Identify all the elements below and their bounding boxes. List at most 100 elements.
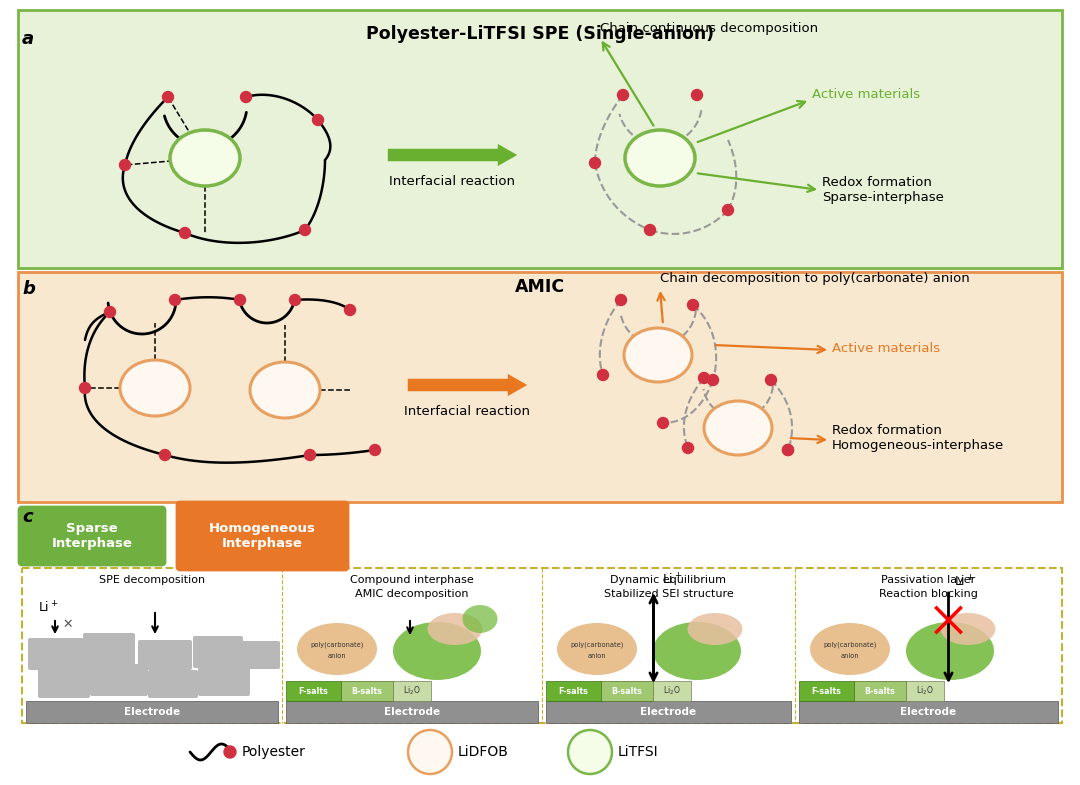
Text: Interfacial reaction: Interfacial reaction: [389, 175, 515, 188]
Text: Chain continuous decomposition: Chain continuous decomposition: [600, 22, 819, 35]
Text: LiDFOB: LiDFOB: [458, 745, 509, 759]
Text: anion: anion: [840, 653, 860, 659]
Text: B-salts: B-salts: [865, 687, 895, 696]
Text: c: c: [22, 508, 32, 526]
FancyBboxPatch shape: [198, 666, 249, 696]
Bar: [286, 681, 341, 701]
Circle shape: [766, 374, 777, 385]
Text: B-salts: B-salts: [611, 687, 643, 696]
Circle shape: [160, 450, 171, 461]
Text: Dynamic equilibrium: Dynamic equilibrium: [610, 575, 727, 585]
Text: Li$^+$: Li$^+$: [954, 575, 974, 590]
Circle shape: [234, 294, 245, 305]
Ellipse shape: [810, 623, 890, 675]
Text: Active materials: Active materials: [812, 89, 920, 101]
Text: Li$^+$: Li$^+$: [38, 601, 58, 615]
Circle shape: [305, 450, 315, 461]
Text: B-salts: B-salts: [352, 687, 382, 696]
Text: poly(carbonate): poly(carbonate): [310, 642, 364, 648]
Circle shape: [645, 225, 656, 236]
FancyBboxPatch shape: [238, 641, 280, 669]
Text: Li$_2$O: Li$_2$O: [916, 685, 934, 697]
Text: Electrode: Electrode: [901, 707, 957, 717]
Ellipse shape: [249, 362, 320, 418]
Text: Passivation layer: Passivation layer: [881, 575, 975, 585]
Text: b: b: [22, 280, 35, 298]
Text: LiTFSI: LiTFSI: [618, 745, 659, 759]
Text: poly(carbonate): poly(carbonate): [823, 642, 877, 648]
Text: poly(carbonate): poly(carbonate): [570, 642, 623, 648]
Circle shape: [289, 294, 300, 305]
Circle shape: [80, 382, 91, 393]
Text: anion: anion: [588, 653, 606, 659]
Bar: [906, 681, 944, 701]
Text: Electrode: Electrode: [383, 707, 440, 717]
Ellipse shape: [462, 605, 498, 633]
FancyBboxPatch shape: [28, 638, 84, 670]
Text: Compound interphase: Compound interphase: [350, 575, 474, 585]
Text: SPE decomposition: SPE decomposition: [99, 575, 205, 585]
Circle shape: [783, 444, 794, 455]
Bar: [854, 681, 906, 701]
Ellipse shape: [704, 401, 772, 455]
Circle shape: [590, 158, 600, 169]
Circle shape: [105, 306, 116, 317]
Bar: [393, 681, 431, 701]
Ellipse shape: [408, 730, 453, 774]
Text: Redox formation
Homogeneous-interphase: Redox formation Homogeneous-interphase: [832, 424, 1004, 452]
Ellipse shape: [120, 360, 190, 416]
Text: Polyester: Polyester: [242, 745, 306, 759]
FancyBboxPatch shape: [177, 502, 348, 570]
Bar: [26, 701, 278, 723]
Ellipse shape: [297, 623, 377, 675]
FancyArrowPatch shape: [408, 374, 527, 396]
Circle shape: [699, 373, 710, 384]
Text: a: a: [22, 30, 35, 48]
Text: Active materials: Active materials: [832, 341, 940, 355]
Ellipse shape: [393, 622, 481, 680]
Bar: [341, 681, 393, 701]
Bar: [286, 701, 538, 723]
FancyBboxPatch shape: [138, 640, 192, 670]
Ellipse shape: [557, 623, 637, 675]
Ellipse shape: [170, 130, 240, 186]
FancyBboxPatch shape: [38, 668, 90, 698]
Text: Li$^+$: Li$^+$: [661, 573, 683, 588]
Circle shape: [616, 294, 626, 305]
Ellipse shape: [653, 622, 741, 680]
Circle shape: [618, 89, 629, 100]
Ellipse shape: [906, 622, 994, 680]
FancyBboxPatch shape: [19, 507, 165, 565]
Text: Chain decomposition to poly(carbonate) anion: Chain decomposition to poly(carbonate) a…: [660, 272, 970, 285]
Circle shape: [162, 92, 174, 103]
Text: Sparse
Interphase: Sparse Interphase: [52, 522, 133, 550]
Circle shape: [345, 305, 355, 316]
FancyBboxPatch shape: [148, 670, 198, 698]
Ellipse shape: [688, 613, 743, 645]
Bar: [600, 681, 653, 701]
Bar: [546, 701, 791, 723]
FancyArrowPatch shape: [388, 144, 517, 166]
Text: AMIC decomposition: AMIC decomposition: [355, 589, 469, 599]
Text: Homogeneous
Interphase: Homogeneous Interphase: [208, 522, 315, 550]
Ellipse shape: [568, 730, 612, 774]
Bar: [799, 681, 854, 701]
Circle shape: [683, 443, 693, 454]
Bar: [18, 272, 1062, 502]
Circle shape: [312, 115, 324, 126]
Text: Li$_2$O: Li$_2$O: [403, 685, 421, 697]
Bar: [18, 272, 1062, 502]
Circle shape: [597, 370, 608, 381]
FancyBboxPatch shape: [193, 636, 243, 668]
Ellipse shape: [941, 613, 996, 645]
Text: ✕: ✕: [62, 618, 72, 631]
Circle shape: [369, 444, 380, 455]
Text: Redox formation
Sparse-interphase: Redox formation Sparse-interphase: [822, 176, 944, 204]
Circle shape: [688, 300, 699, 311]
Circle shape: [224, 746, 237, 758]
Text: Polyester-LiTFSI SPE (Single-anion): Polyester-LiTFSI SPE (Single-anion): [366, 25, 714, 43]
Circle shape: [299, 225, 311, 236]
Bar: [653, 681, 691, 701]
Text: Electrode: Electrode: [640, 707, 697, 717]
FancyBboxPatch shape: [83, 633, 135, 669]
